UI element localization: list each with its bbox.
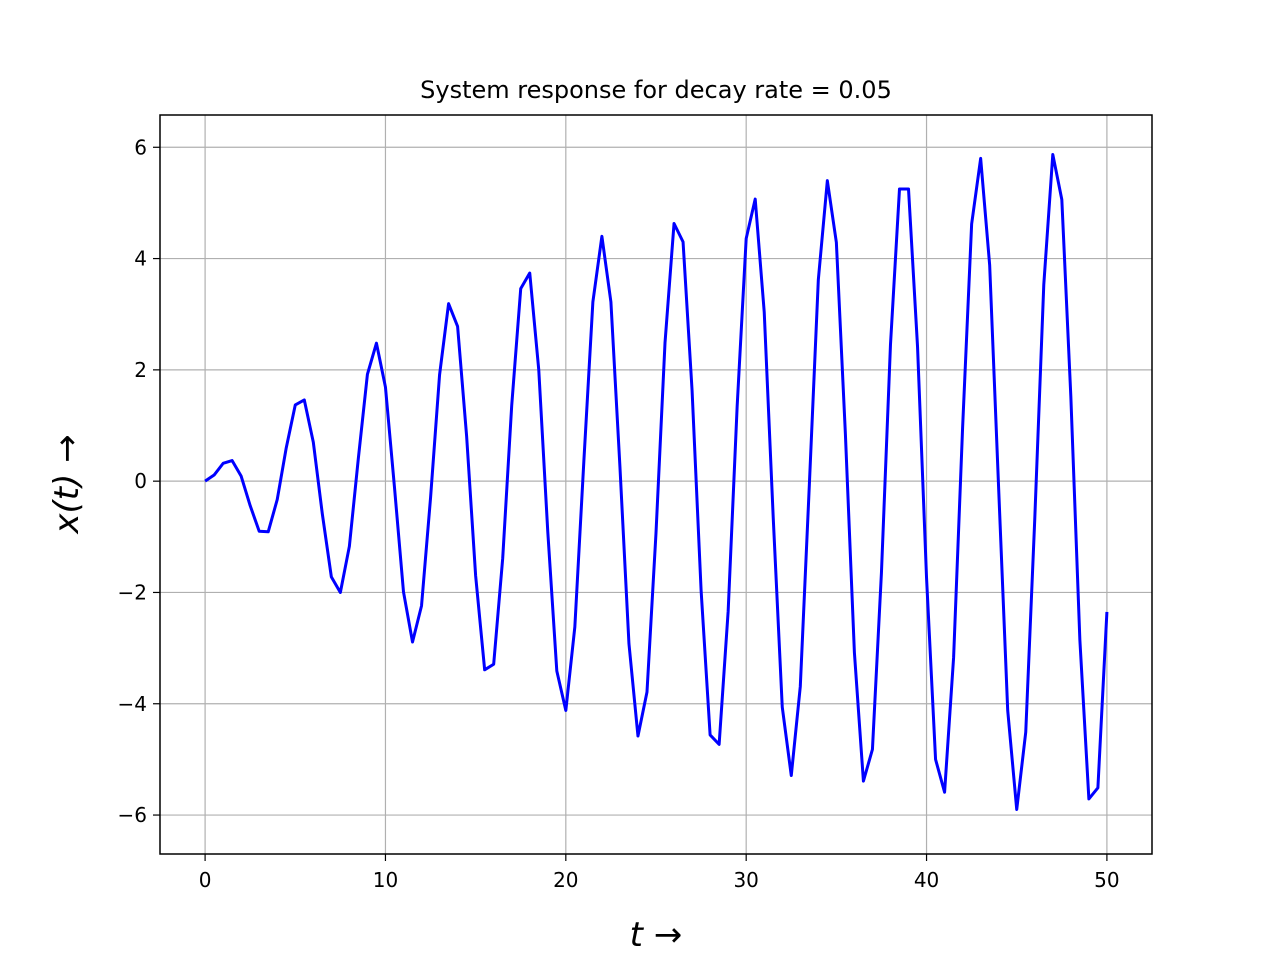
y-tick-label: 6 xyxy=(134,135,147,159)
chart-title: System response for decay rate = 0.05 xyxy=(420,76,892,104)
x-tick-label: 40 xyxy=(914,868,939,892)
plot-frame xyxy=(159,114,1153,855)
x-tick-label: 10 xyxy=(373,868,398,892)
y-axis-label: x(t) → xyxy=(47,434,87,534)
y-tick-label: −2 xyxy=(118,580,147,604)
line-series xyxy=(204,153,1109,811)
x-tick-label: 30 xyxy=(733,868,758,892)
x-tick-label: 0 xyxy=(199,868,212,892)
x-tick-label: 20 xyxy=(553,868,578,892)
y-tick-label: 4 xyxy=(134,247,147,271)
y-tick-label: 2 xyxy=(134,358,147,382)
x-axis-label: t → xyxy=(630,915,683,955)
y-tick-label: 0 xyxy=(134,469,147,493)
y-tick-label: −6 xyxy=(118,803,147,827)
y-tick-label: −4 xyxy=(118,692,147,716)
x-tick-label: 50 xyxy=(1094,868,1119,892)
